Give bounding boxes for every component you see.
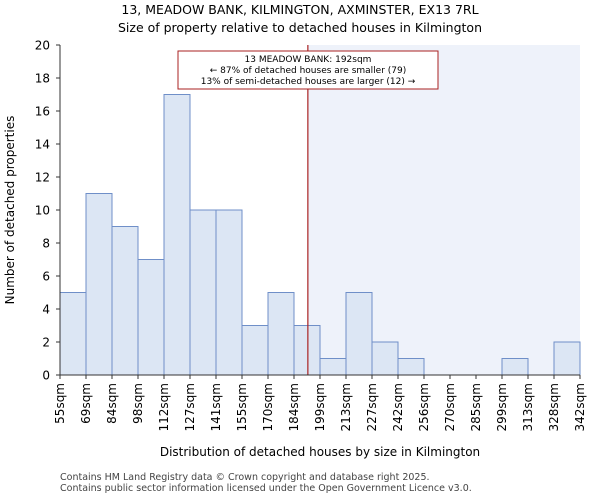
x-tick-label: 270sqm <box>443 383 457 431</box>
chart-title: 13, MEADOW BANK, KILMINGTON, AXMINSTER, … <box>121 2 478 17</box>
x-tick-label: 227sqm <box>365 383 379 431</box>
bar-199sqm <box>319 358 347 376</box>
x-tick-label: 199sqm <box>313 383 327 431</box>
y-tick-label: 4 <box>42 303 50 317</box>
x-tick-label: 328sqm <box>547 383 561 431</box>
y-tick-label: 18 <box>35 72 50 86</box>
x-tick-label: 342sqm <box>573 383 587 431</box>
property-annotation: 13 MEADOW BANK: 192sqm ← 87% of detached… <box>177 50 439 90</box>
x-tick-label: 313sqm <box>521 383 535 431</box>
bar-155sqm <box>241 325 269 376</box>
x-axis-label: Distribution of detached houses by size … <box>160 445 480 459</box>
bar-55sqm <box>59 292 87 376</box>
y-axis-label: Number of detached properties <box>3 116 17 305</box>
y-tick-label: 10 <box>35 204 50 218</box>
chart-svg: 13, MEADOW BANK, KILMINGTON, AXMINSTER, … <box>3 2 587 459</box>
bar-84sqm <box>111 226 139 376</box>
x-tick-label: 69sqm <box>79 383 93 424</box>
bar-69sqm <box>85 193 113 376</box>
chart-subtitle: Size of property relative to detached ho… <box>118 20 482 35</box>
y-tick-label: 8 <box>42 237 50 251</box>
x-tick-label: 155sqm <box>235 383 249 431</box>
x-tick-label: 256sqm <box>417 383 431 431</box>
x-tick-label: 242sqm <box>391 383 405 431</box>
bar-184sqm <box>293 325 321 376</box>
bar-242sqm <box>397 358 425 376</box>
y-tick-label: 6 <box>42 270 50 284</box>
x-tick-label: 170sqm <box>261 383 275 431</box>
y-tick-label: 2 <box>42 336 50 350</box>
annotation-line-1: 13 MEADOW BANK: 192sqm <box>245 55 372 65</box>
x-tick-label: 184sqm <box>287 383 301 431</box>
x-ticks-group: 55sqm 69sqm 84sqm 98sqm 112sqm 127sqm 141sqm 15… <box>53 375 587 431</box>
bars-group <box>59 94 581 376</box>
bar-141sqm <box>215 209 243 376</box>
x-tick-label: 141sqm <box>209 383 223 431</box>
x-tick-label: 55sqm <box>53 383 67 424</box>
x-tick-label: 213sqm <box>339 383 353 431</box>
bar-112sqm <box>163 94 191 376</box>
bar-170sqm <box>267 292 295 376</box>
x-tick-label: 127sqm <box>183 383 197 431</box>
bar-299sqm <box>501 358 529 376</box>
y-tick-label: 20 <box>35 39 50 53</box>
x-tick-label: 112sqm <box>157 383 171 431</box>
x-tick-label: 299sqm <box>495 383 509 431</box>
footer-line-2: Contains public sector information licen… <box>60 483 472 494</box>
x-tick-label: 84sqm <box>105 383 119 424</box>
annotation-line-2: ← 87% of detached houses are smaller (79… <box>210 66 407 76</box>
y-tick-label: 0 <box>42 369 50 383</box>
y-tick-label: 14 <box>35 138 50 152</box>
y-tick-label: 16 <box>35 105 50 119</box>
footer-line-1: Contains HM Land Registry data © Crown c… <box>60 472 430 483</box>
y-tick-label: 12 <box>35 171 50 185</box>
bar-127sqm <box>189 209 217 376</box>
bar-328sqm <box>553 341 581 376</box>
y-ticks-group: 0 2 4 6 8 10 12 14 16 18 20 <box>35 39 60 383</box>
x-tick-label: 285sqm <box>469 383 483 431</box>
annotation-box <box>177 50 439 90</box>
bar-227sqm <box>371 341 399 376</box>
x-tick-label: 98sqm <box>131 383 145 424</box>
bar-98sqm <box>137 259 165 376</box>
bar-213sqm <box>345 292 373 376</box>
annotation-line-3: 13% of semi-detached houses are larger (… <box>201 77 416 87</box>
